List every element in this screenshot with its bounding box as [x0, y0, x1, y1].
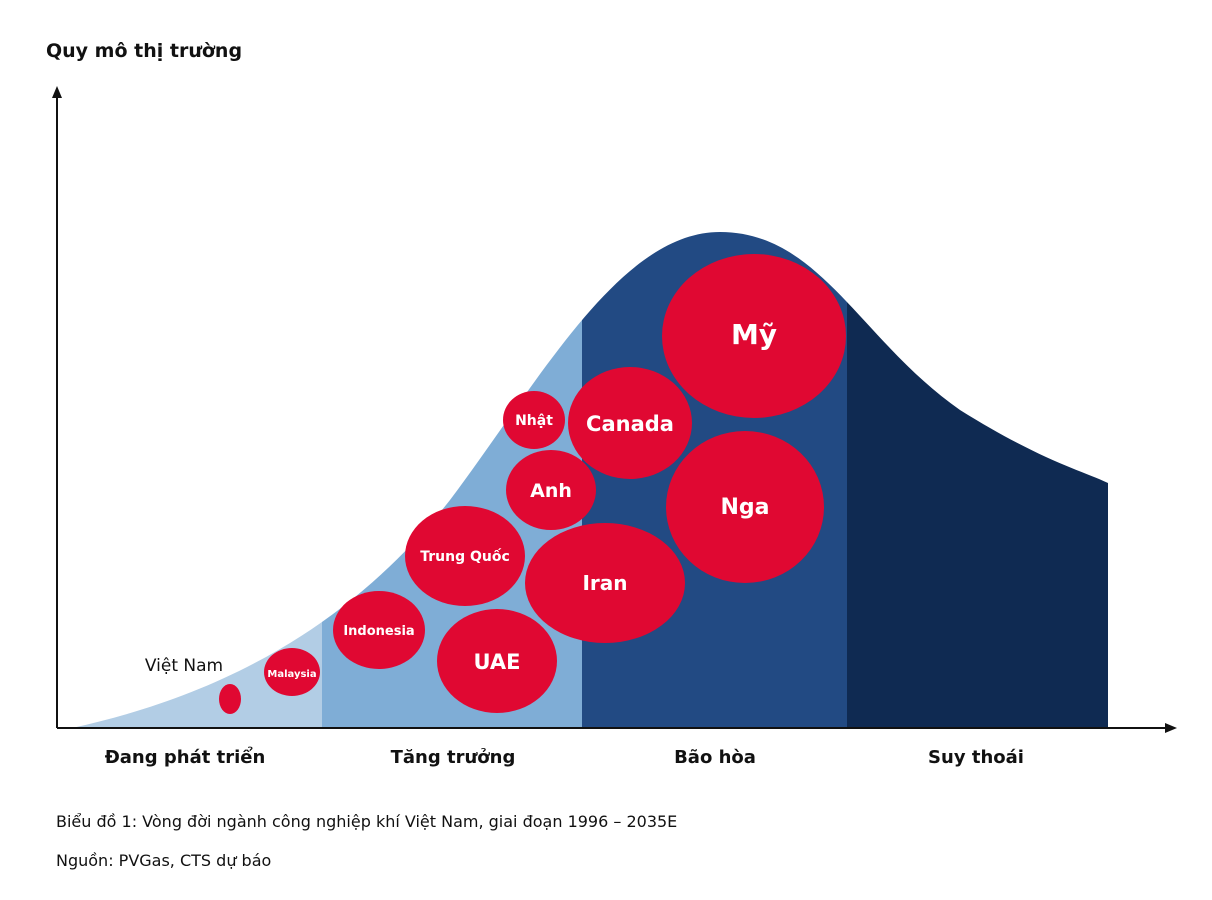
stage-label-saturation: Bão hòa — [674, 747, 756, 768]
bubble-trung-quoc — [405, 506, 525, 606]
bubble-label-nhat: Nhật — [515, 413, 553, 429]
bubble-label-canada: Canada — [586, 412, 674, 436]
bubble-label-nga: Nga — [720, 495, 769, 520]
figure-source: Nguồn: PVGas, CTS dự báo — [56, 851, 272, 870]
bubble-canada — [568, 367, 692, 479]
y-axis-arrow — [52, 86, 62, 98]
bubble-label-anh: Anh — [530, 480, 572, 502]
y-axis-label: Quy mô thị trường — [46, 40, 243, 62]
label-viet-nam: Việt Nam — [145, 656, 223, 676]
bubble-my — [662, 254, 846, 418]
stage-band-developing — [72, 232, 322, 728]
stage-band-decline — [847, 232, 1108, 728]
bubble-nga — [666, 431, 824, 583]
bubble-viet-nam — [219, 684, 241, 714]
bubble-label-malaysia: Malaysia — [267, 669, 316, 680]
stage-label-growth: Tăng trưởng — [390, 747, 516, 768]
bubble-malaysia — [264, 648, 320, 696]
bubble-label-trung-quoc: Trung Quốc — [420, 548, 510, 565]
bubble-anh — [506, 450, 596, 530]
bubble-label-uae: UAE — [473, 650, 520, 674]
x-axis-arrow — [1165, 723, 1177, 733]
bubble-label-my: Mỹ — [731, 318, 777, 351]
bubble-uae — [437, 609, 557, 713]
bubble-iran — [525, 523, 685, 643]
bubble-label-indonesia: Indonesia — [343, 624, 414, 639]
stage-label-developing: Đang phát triển — [104, 747, 266, 768]
bubble-label-iran: Iran — [582, 571, 627, 595]
stage-label-decline: Suy thoái — [928, 747, 1024, 768]
figure-caption: Biểu đồ 1: Vòng đời ngành công nghiệp kh… — [56, 812, 678, 831]
bubble-indonesia — [333, 591, 425, 669]
country-bubbles: Mỹ Canada Nga Nhật Anh Trung Quốc Iran I… — [219, 254, 846, 714]
bubble-nhat — [503, 391, 565, 449]
